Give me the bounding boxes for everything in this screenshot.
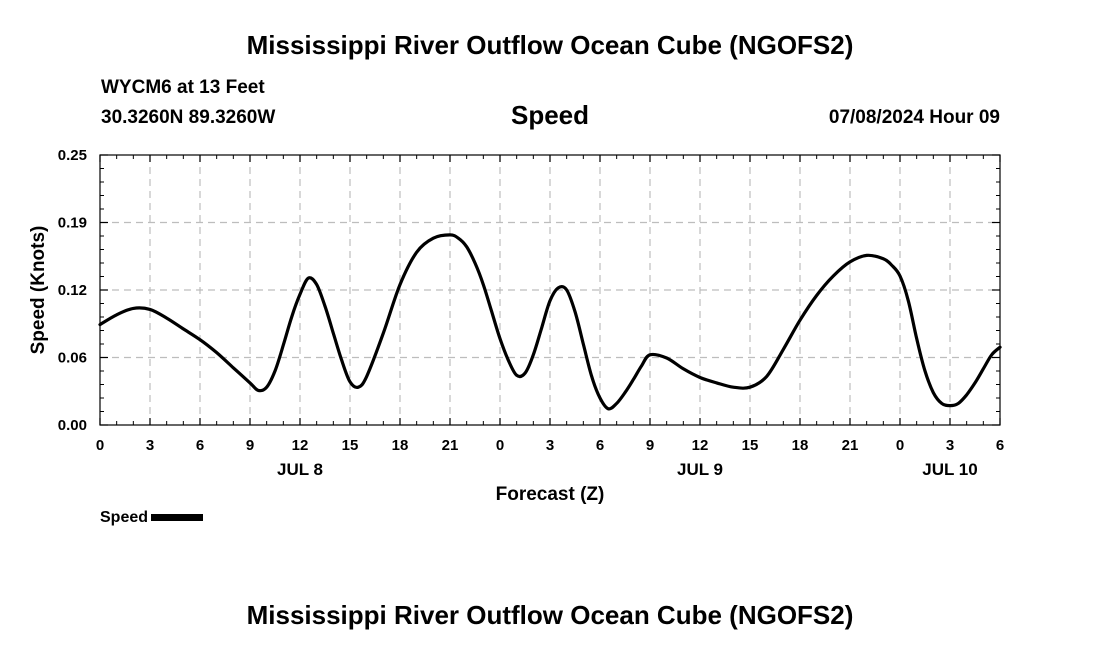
date-label: JUL 9 (677, 460, 723, 479)
grid-lines (100, 155, 1000, 425)
plot-title: Speed (510, 100, 590, 130)
legend-line-swatch (151, 514, 204, 522)
x-tick-label: 3 (946, 437, 954, 454)
legend: Speed (100, 509, 204, 527)
station-label: WYCM6 at 13 Feet (101, 77, 265, 98)
x-tick-label: 15 (742, 437, 759, 454)
y-tick-label: 0.12 (58, 282, 87, 299)
y-tick-label: 0.25 (58, 147, 87, 164)
y-axis-label: Speed (Knots) (28, 226, 49, 355)
x-tick-label: 0 (96, 437, 104, 454)
date-label: JUL 10 (922, 460, 977, 479)
x-tick-label: 6 (996, 437, 1004, 454)
speed-chart: 0 3 6 9 12 15 18 21 0 3 6 9 12 15 18 21 0 3 6 0.00 0.06 0.12 0… (28, 147, 1004, 505)
x-tick-label: 9 (246, 437, 254, 454)
x-tick-label: 15 (342, 437, 359, 454)
x-tick-label: 3 (146, 437, 154, 454)
x-tick-label: 21 (842, 437, 859, 454)
x-tick-label: 6 (196, 437, 204, 454)
station-coordinates: 30.3260N 89.3260W (101, 107, 276, 128)
x-tick-label: 0 (496, 437, 504, 454)
x-tick-label: 18 (792, 437, 809, 454)
legend-label: Speed (100, 509, 149, 526)
chart-title: Mississippi River Outflow Ocean Cube (NG… (246, 30, 854, 60)
plot-frame (99, 154, 1001, 426)
x-tick-label: 0 (896, 437, 904, 454)
x-tick-label: 9 (646, 437, 654, 454)
x-tick-label: 3 (546, 437, 554, 454)
y-tick-label: 0.06 (58, 350, 87, 367)
x-tick-label: 6 (596, 437, 604, 454)
x-tick-label: 12 (692, 437, 709, 454)
x-tick-label: 12 (292, 437, 309, 454)
date-label: JUL 8 (277, 460, 323, 479)
forecast-timestamp: 07/08/2024 Hour 09 (828, 107, 1000, 128)
y-tick-label: 0.19 (58, 215, 87, 232)
x-axis-label: Forecast (Z) (496, 484, 605, 505)
footer-title: Mississippi River Outflow Ocean Cube (NG… (246, 600, 854, 630)
x-tick-label: 21 (442, 437, 459, 454)
y-tick-label: 0.00 (58, 417, 87, 434)
axis-tick-labels: 0 3 6 9 12 15 18 21 0 3 6 9 12 15 18 21 0 3 6 0.00 0.06 0.12 0… (58, 147, 1004, 479)
speed-series-line (98, 233, 1002, 411)
x-tick-label: 18 (392, 437, 409, 454)
